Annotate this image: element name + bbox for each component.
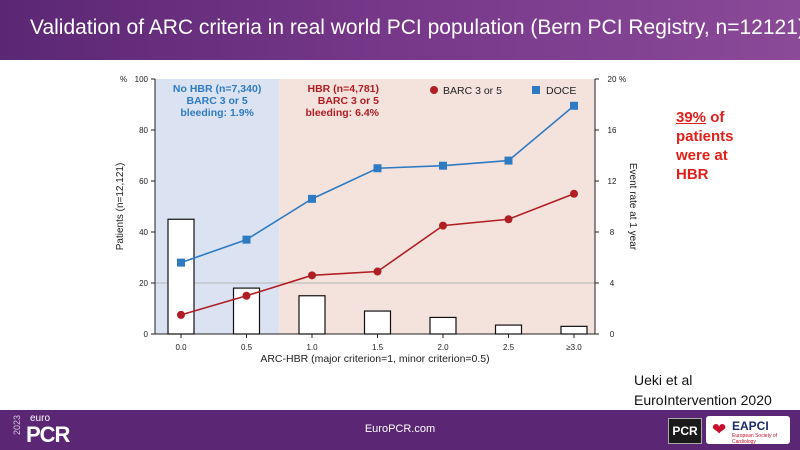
legend-barc-marker xyxy=(430,86,438,94)
no-hbr-label: bleeding: 1.9% xyxy=(180,107,254,119)
patient-bar xyxy=(494,324,523,335)
legend-doce-marker xyxy=(532,86,540,94)
note-line3: were at xyxy=(676,147,728,164)
right-unit-label: % xyxy=(619,75,626,84)
patient-bar xyxy=(560,325,588,335)
right-tick-label: 4 xyxy=(610,279,615,288)
reference-journal: EuroIntervention 2020 xyxy=(634,392,772,408)
x-tick-label: 2.0 xyxy=(437,343,449,352)
barc-point xyxy=(177,310,185,319)
slide-footer: 2023 euro PCR EuroPCR.com xyxy=(0,410,800,450)
reference-citation: Ueki et al EuroIntervention 2020 xyxy=(634,370,772,410)
hbr-percentage-value: 39% xyxy=(676,109,707,126)
hbr-percentage-note: 39% of patients were at HBR xyxy=(676,108,734,184)
right-tick-label: 8 xyxy=(610,228,615,237)
right-tick-label: 20 xyxy=(608,75,617,84)
eapci-badge-logo: ❤ EAPCI European Society of Cardiology xyxy=(706,416,790,445)
chart: 0 20 40 60 80 100 0 4 8 12 16 20% % 0.0 0.5 1.0 1.5 2.0 2.… xyxy=(115,75,638,365)
barc-point xyxy=(439,221,447,230)
left-axis-title: Patients (n=12,121) xyxy=(115,163,126,251)
note-line4: HBR xyxy=(676,166,709,183)
x-tick-label: 0.5 xyxy=(241,343,253,352)
logo-pcr: PCR xyxy=(26,422,70,447)
hbr-label: BARC 3 or 5 xyxy=(318,95,379,107)
legend-doce-label: DOCE xyxy=(546,85,576,97)
doce-point xyxy=(177,258,185,267)
heart-icon: ❤ xyxy=(712,420,727,439)
x-tick-label: 0.0 xyxy=(175,343,187,352)
barc-point xyxy=(242,291,251,300)
barc-point xyxy=(373,267,382,276)
left-tick-label: 0 xyxy=(144,330,149,339)
hbr-label: HBR (n=4,781) xyxy=(308,83,379,95)
x-tick-label: 1.5 xyxy=(372,343,384,352)
left-tick-label: 20 xyxy=(139,279,148,288)
right-tick-label: 12 xyxy=(608,177,617,186)
slide-header: Validation of ARC criteria in real world… xyxy=(0,0,800,60)
slide-title: Validation of ARC criteria in real world… xyxy=(30,16,800,39)
patient-bar xyxy=(363,310,392,335)
barc-point xyxy=(308,271,316,280)
left-tick-label: 80 xyxy=(139,126,148,135)
patient-bar xyxy=(298,295,326,335)
left-tick-label: 100 xyxy=(135,75,149,84)
barc-point xyxy=(504,215,513,224)
x-axis-title: ARC-HBR (major criterion=1, minor criter… xyxy=(260,353,489,365)
x-tick-label: 1.0 xyxy=(306,343,318,352)
no-hbr-label: No HBR (n=7,340) xyxy=(173,83,261,95)
doce-point xyxy=(308,194,316,203)
reference-authors: Ueki et al xyxy=(634,372,693,388)
no-hbr-label: BARC 3 or 5 xyxy=(186,95,247,107)
x-tick-label: 2.5 xyxy=(503,343,515,352)
footer-url[interactable]: EuroPCR.com xyxy=(364,423,436,435)
eapci-sublabel: European Society of Cardiology xyxy=(732,433,778,445)
right-tick-label: 0 xyxy=(610,330,615,339)
doce-point xyxy=(439,161,447,170)
left-unit-label: % xyxy=(120,75,127,84)
doce-point xyxy=(570,101,578,110)
left-tick-label: 60 xyxy=(139,177,148,186)
doce-point xyxy=(504,156,513,165)
left-tick-label: 40 xyxy=(139,228,148,237)
doce-point xyxy=(373,164,382,173)
pcr-badge-logo: PCR xyxy=(668,418,702,444)
note-line1-rest: of xyxy=(706,109,725,126)
logo-euro: euro xyxy=(30,413,51,424)
x-tick-label: ≥3.0 xyxy=(566,343,582,352)
legend-barc-label: BARC 3 or 5 xyxy=(443,85,502,97)
note-line2: patients xyxy=(676,128,734,145)
right-axis-title: Event rate at 1 year xyxy=(627,163,638,251)
patient-bar xyxy=(429,316,457,335)
barc-point xyxy=(570,189,578,198)
eapci-label: EAPCI xyxy=(732,419,769,433)
doce-point xyxy=(242,235,251,244)
right-tick-label: 16 xyxy=(608,126,617,135)
hbr-label: bleeding: 6.4% xyxy=(305,107,379,119)
